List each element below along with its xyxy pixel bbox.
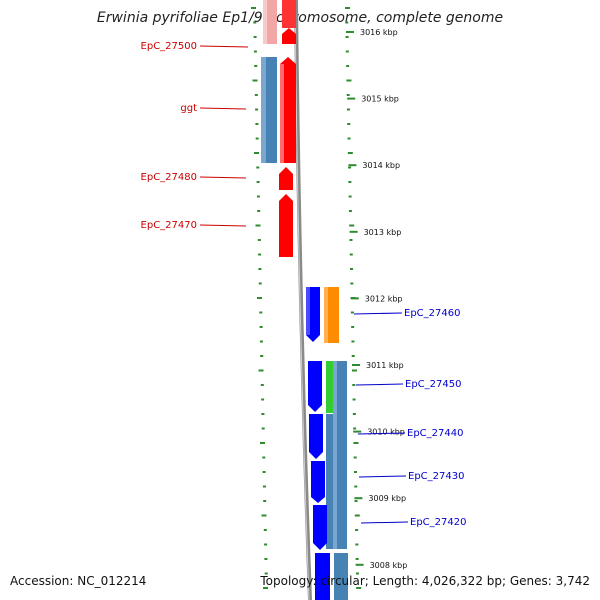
gene-arrow-epc-27430 <box>311 461 325 503</box>
scale-label-3009: 3009 kbp <box>368 494 406 503</box>
scale-label-3008: 3008 kbp <box>370 561 408 570</box>
genome-summary: Topology: circular; Length: 4,026,322 bp… <box>260 574 590 588</box>
scale-label-3013: 3013 kbp <box>364 228 402 237</box>
gene-arrow-epc-27440 <box>309 414 323 459</box>
label-epc-27480: EpC_27480 <box>141 172 197 183</box>
label-ggt: ggt <box>180 103 197 114</box>
left-tick-ruler <box>251 7 268 589</box>
reverse-feature-labels: EpC_27460 EpC_27450 EpC_27440 EpC_27430 EpC_… <box>353 308 466 528</box>
leader-line <box>355 383 404 386</box>
leader-line <box>199 107 247 110</box>
gene-arrow-partial <box>315 553 330 600</box>
scale-label-3012: 3012 kbp <box>365 294 403 303</box>
gene-arrow-epc-27420 <box>313 505 327 550</box>
label-epc-27470: EpC_27470 <box>141 220 197 231</box>
gene-arrow-epc-27480 <box>279 167 293 190</box>
leader-line <box>357 432 406 435</box>
green-feature <box>326 361 333 413</box>
leader-line <box>360 521 409 524</box>
label-epc-27500: EpC_27500 <box>141 41 197 52</box>
label-epc-27450: EpC_27450 <box>405 379 461 390</box>
scale-label-3016: 3016 kbp <box>360 28 398 37</box>
backbone-line <box>294 0 312 600</box>
map-title: Erwinia pyrifoliae Ep1/96 chromosome, co… <box>96 10 504 26</box>
leader-line <box>199 45 249 48</box>
leader-line <box>199 224 247 227</box>
label-epc-27460: EpC_27460 <box>404 308 460 319</box>
scale-label-3015: 3015 kbp <box>361 95 399 104</box>
scale-label-3011: 3011 kbp <box>366 361 404 370</box>
forward-strand-features <box>261 0 296 257</box>
reverse-strand-features <box>306 287 348 600</box>
gene-arrow-faded <box>282 0 296 28</box>
leader-line <box>358 475 407 478</box>
accession-text: Accession: NC_012214 <box>10 574 147 588</box>
leader-line <box>353 312 403 315</box>
label-epc-27440: EpC_27440 <box>407 428 463 439</box>
label-epc-27420: EpC_27420 <box>410 517 466 528</box>
scale-label-3010: 3010 kbp <box>367 428 405 437</box>
gene-arrow-epc-27470 <box>279 194 293 257</box>
gene-arrow-epc-27500 <box>282 28 296 44</box>
gene-arrow-epc-27450 <box>308 361 322 412</box>
leader-line <box>199 176 247 179</box>
scale-label-3014: 3014 kbp <box>362 161 400 170</box>
label-epc-27430: EpC_27430 <box>408 471 464 482</box>
right-tick-ruler <box>345 7 362 589</box>
scale-labels: 3016 kbp 3015 kbp 3014 kbp 3013 kbp 3012 kbp… <box>346 28 407 570</box>
